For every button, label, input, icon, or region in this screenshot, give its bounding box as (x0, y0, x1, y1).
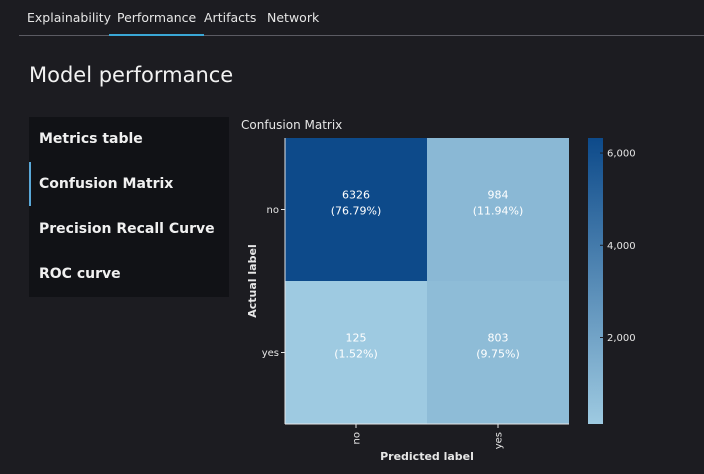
y-tick-label: no (267, 205, 279, 216)
cell-count-label: 6326 (342, 189, 370, 202)
tab-artifacts[interactable]: Artifacts (204, 10, 257, 25)
heatmap-cell-no-no (285, 138, 427, 281)
sidenav-item-confusion-matrix[interactable]: Confusion Matrix (29, 162, 229, 206)
sidenav-item-precision-recall-curve[interactable]: Precision Recall Curve (39, 221, 215, 237)
x-tick-label: yes (494, 432, 505, 449)
cell-percent-label: (76.79%) (331, 205, 382, 218)
colorbar-tick-label: 2,000 (607, 333, 636, 344)
cell-percent-label: (1.52%) (334, 348, 378, 361)
x-tick-label: no (352, 432, 363, 444)
heatmap-cell-yes-yes (427, 281, 569, 424)
colorbar-tick-label: 4,000 (607, 241, 636, 252)
cell-count-label: 803 (488, 332, 509, 345)
tab-explainability[interactable]: Explainability (27, 10, 112, 25)
tab-bar: Explainability Performance Artifacts Net… (19, 0, 704, 36)
cell-percent-label: (11.94%) (473, 205, 524, 218)
sidenav-item-metrics-table[interactable]: Metrics table (39, 131, 143, 147)
y-axis-title: Actual label (246, 244, 259, 317)
heatmap-cell-yes-no (285, 281, 427, 424)
colorbar (588, 138, 603, 424)
heatmap-cell-no-yes (427, 138, 569, 281)
cell-percent-label: (9.75%) (476, 348, 520, 361)
performance-sidenav: Metrics table Confusion Matrix Precision… (29, 117, 229, 297)
x-axis-title: Predicted label (380, 450, 474, 463)
y-tick-label: yes (262, 348, 279, 359)
cell-count-label: 984 (488, 189, 509, 202)
colorbar-tick-label: 6,000 (607, 149, 636, 160)
page-title: Model performance (29, 63, 234, 87)
cell-count-label: 125 (346, 332, 367, 345)
chart-title: Confusion Matrix (241, 118, 343, 132)
sidenav-item-roc-curve[interactable]: ROC curve (39, 266, 121, 282)
tab-network[interactable]: Network (267, 10, 320, 25)
tab-performance[interactable]: Performance (108, 0, 205, 36)
